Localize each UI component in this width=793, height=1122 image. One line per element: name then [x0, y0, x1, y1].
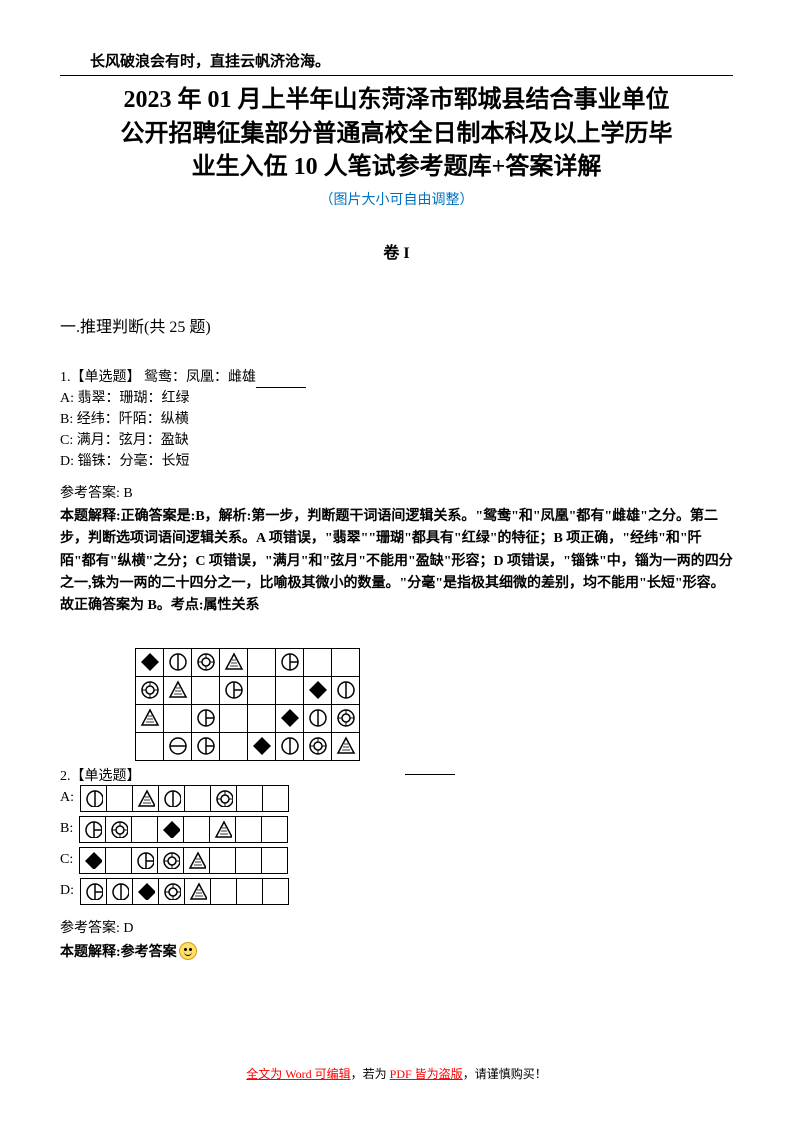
question-1: 1.【单选题】 鸳鸯：凤凰：雌雄 A: 翡翠：珊瑚：红绿 B: 经纬：阡陌：纵横… — [60, 367, 733, 618]
title-line-3: 业生入伍 10 人笔试参考题库+答案详解 — [60, 151, 733, 185]
q1-option-c: C: 满月：弦月：盈缺 — [60, 430, 733, 451]
q2-explanation: 本题解释:参考答案 — [60, 941, 733, 961]
q1-option-b: B: 经纬：阡陌：纵横 — [60, 409, 733, 430]
header-quote: 长风破浪会有时，直挂云帆济沧海。 — [60, 50, 733, 71]
q2-opt-c-label: C: — [60, 852, 73, 868]
footer-black-1: ，若为 — [351, 1067, 390, 1081]
q1-answer-label: 参考答案: B — [60, 482, 733, 502]
q2-option-b: B: — [60, 816, 733, 843]
q2-blank — [405, 774, 455, 775]
footer-black-2: ，请谨慎购买！ — [463, 1067, 547, 1081]
q2-answer-block: 参考答案: D 本题解释:参考答案 — [60, 917, 733, 961]
q2-option-c: C: — [60, 847, 733, 874]
q2-opt-b-label: B: — [60, 821, 73, 837]
q2-answer-label: 参考答案: D — [60, 917, 733, 937]
q1-prompt: 1.【单选题】 鸳鸯：凤凰：雌雄 — [60, 367, 733, 388]
q2-opt-a-label: A: — [60, 790, 74, 806]
subtitle-note: （图片大小可自由调整） — [60, 189, 733, 209]
footer-red-2: PDF 皆为盗版 — [390, 1067, 463, 1081]
q2-puzzle-grid — [135, 648, 733, 761]
volume-label: 卷 I — [60, 239, 733, 263]
title-line-1: 2023 年 01 月上半年山东菏泽市郓城县结合事业单位 — [60, 84, 733, 118]
q2-explanation-text: 本题解释:参考答案 — [60, 941, 177, 961]
blank-underline — [256, 387, 306, 388]
smiley-icon — [179, 942, 197, 960]
puzzle-table — [135, 648, 360, 761]
q2-opt-d-label: D: — [60, 883, 74, 899]
divider-line — [60, 75, 733, 76]
q1-option-a: A: 翡翠：珊瑚：红绿 — [60, 388, 733, 409]
footer-red-1: 全文为 Word 可编辑 — [246, 1067, 350, 1081]
main-title: 2023 年 01 月上半年山东菏泽市郓城县结合事业单位 公开招聘征集部分普通高… — [60, 84, 733, 185]
q2-prompt-prefix: 2.【单选题】 — [60, 765, 141, 785]
q1-option-d: D: 锱铢：分毫：长短 — [60, 451, 733, 472]
q2-prompt-line: 2.【单选题】 — [60, 765, 733, 785]
q2-option-d: D: — [60, 878, 733, 905]
q2-option-a: A: — [60, 785, 733, 812]
footer: 全文为 Word 可编辑，若为 PDF 皆为盗版，请谨慎购买！ — [0, 1065, 793, 1082]
q1-prompt-text: 1.【单选题】 鸳鸯：凤凰：雌雄 — [60, 370, 256, 385]
title-line-2: 公开招聘征集部分普通高校全日制本科及以上学历毕 — [60, 118, 733, 152]
section-header: 一.推理判断(共 25 题) — [60, 313, 733, 337]
q1-explanation: 本题解释:正确答案是:B，解析:第一步，判断题干词语间逻辑关系。"鸳鸯"和"凤凰… — [60, 506, 733, 618]
